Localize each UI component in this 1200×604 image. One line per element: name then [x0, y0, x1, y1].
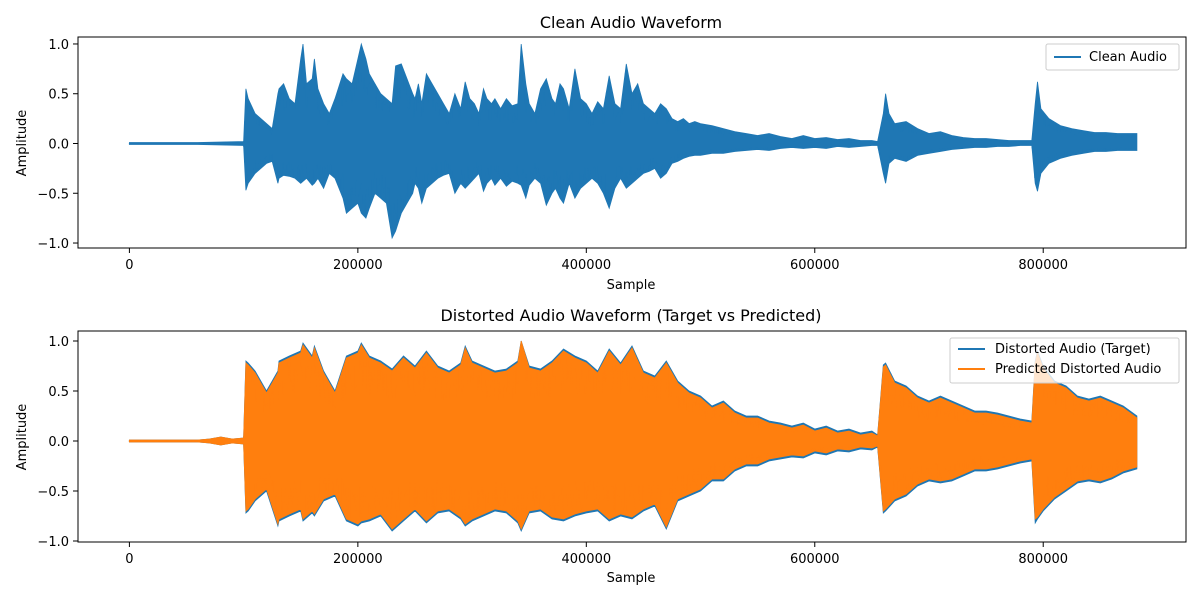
- y-tick-label: −1.0: [37, 535, 69, 550]
- x-tick-label: 0: [125, 552, 133, 567]
- distorted-legend: Distorted Audio (Target) Predicted Disto…: [949, 337, 1180, 384]
- y-tick-label: −1.0: [37, 237, 69, 252]
- y-tick-label: 0.5: [48, 88, 69, 103]
- y-tick-label: 0.5: [48, 385, 69, 400]
- clean-waveform-marks: [128, 42, 1138, 240]
- distorted-x-ticks: 0 200000 400000 600000 800000: [125, 542, 1068, 567]
- clean-legend-label: Clean Audio: [1089, 50, 1167, 65]
- y-tick-label: 1.0: [48, 38, 69, 53]
- x-tick-label: 600000: [790, 258, 840, 273]
- clean-x-ticks: 0 200000 400000 600000 800000: [125, 248, 1068, 273]
- distorted-y-axis-label: Amplitude: [15, 404, 30, 471]
- series-1-waveform: [128, 350, 1137, 524]
- distorted-x-axis-label: Sample: [607, 571, 656, 586]
- distorted-chart-title: Distorted Audio Waveform (Target vs Pred…: [440, 306, 821, 325]
- distorted-waveform-marks: [128, 340, 1138, 533]
- x-tick-label: 800000: [1018, 258, 1068, 273]
- clean-y-ticks: −1.0 −0.5 0.0 0.5 1.0: [37, 38, 78, 252]
- series-0-waveform: [128, 53, 1137, 236]
- predicted-legend-label: Predicted Distorted Audio: [995, 362, 1161, 377]
- x-tick-label: 200000: [333, 258, 383, 273]
- clean-axes-frame: [77, 36, 1187, 249]
- x-tick-label: 0: [125, 258, 133, 273]
- y-tick-label: 1.0: [48, 335, 69, 350]
- clean-chart-title: Clean Audio Waveform: [540, 13, 722, 32]
- x-tick-label: 400000: [561, 552, 611, 567]
- clean-legend-box: [1045, 43, 1180, 71]
- clean-x-axis-label: Sample: [607, 278, 656, 293]
- clean-y-axis-label: Amplitude: [15, 110, 30, 177]
- distorted-waveform-panel: Distorted Audio Waveform (Target vs Pred…: [15, 306, 1187, 586]
- x-tick-label: 600000: [790, 552, 840, 567]
- x-tick-label: 400000: [561, 258, 611, 273]
- clean-waveform-panel: Clean Audio Waveform 0 200000 400000 600000…: [15, 13, 1187, 293]
- x-tick-label: 200000: [333, 552, 383, 567]
- y-tick-label: −0.5: [37, 187, 69, 202]
- target-legend-label: Distorted Audio (Target): [995, 342, 1151, 357]
- y-tick-label: −0.5: [37, 485, 69, 500]
- x-tick-label: 800000: [1018, 552, 1068, 567]
- distorted-axes-frame: [77, 330, 1187, 543]
- clean-legend: Clean Audio: [1045, 43, 1180, 71]
- distorted-legend-box: [949, 337, 1180, 384]
- distorted-y-ticks: −1.0 −0.5 0.0 0.5 1.0: [37, 335, 78, 550]
- y-tick-label: 0.0: [48, 435, 69, 450]
- y-tick-label: 0.0: [48, 137, 69, 152]
